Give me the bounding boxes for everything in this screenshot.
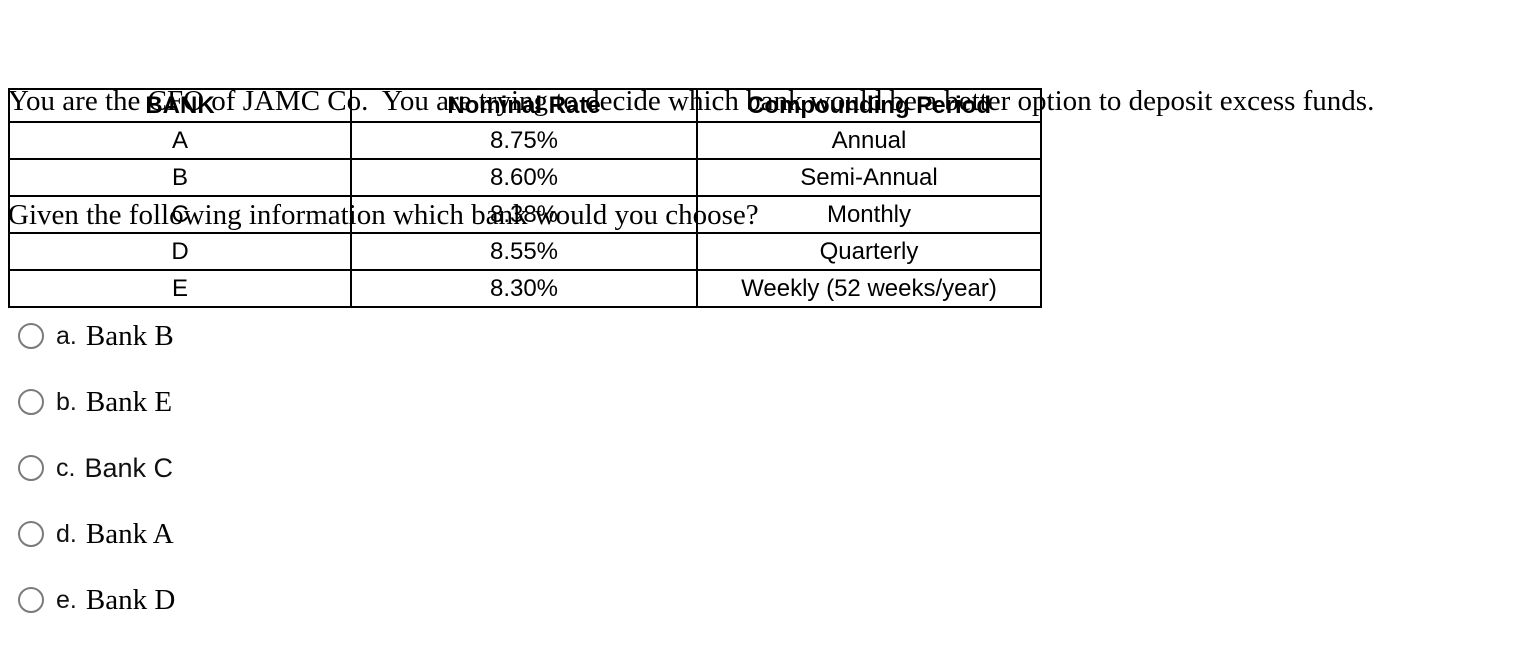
- cell-rate: 8.30%: [350, 269, 698, 308]
- answer-options: a. Bank B b. Bank E c. Bank C d. Bank A …: [18, 306, 175, 650]
- option-prefix-d: d.: [56, 519, 77, 548]
- cell-period: Monthly: [696, 195, 1042, 234]
- radio-button-b[interactable]: [18, 389, 44, 415]
- cell-rate: 8.55%: [350, 232, 698, 271]
- option-label-e: Bank D: [85, 583, 176, 616]
- cell-rate: 8.60%: [350, 158, 698, 197]
- cell-rate: 8.38%: [350, 195, 698, 234]
- radio-button-a[interactable]: [18, 323, 44, 349]
- table-header-bank: BANK: [8, 88, 352, 123]
- option-prefix-a: a.: [56, 321, 77, 350]
- cell-bank: A: [8, 121, 352, 160]
- cell-period: Quarterly: [696, 232, 1042, 271]
- answer-option-e[interactable]: e. Bank D: [18, 584, 175, 616]
- cell-bank: D: [8, 232, 352, 271]
- answer-option-a[interactable]: a. Bank B: [18, 320, 175, 352]
- cell-period: Annual: [696, 121, 1042, 160]
- option-prefix-c: c.: [56, 453, 76, 482]
- table-header-row: BANK Nominal Rate Compounding Period: [8, 88, 1042, 123]
- radio-button-d[interactable]: [18, 521, 44, 547]
- option-label-a: Bank B: [85, 319, 174, 352]
- cell-period: Weekly (52 weeks/year): [696, 269, 1042, 308]
- table-row-bank-d: D 8.55% Quarterly: [8, 232, 1042, 271]
- answer-option-d[interactable]: d. Bank A: [18, 518, 175, 550]
- cell-period: Semi-Annual: [696, 158, 1042, 197]
- answer-option-b[interactable]: b. Bank E: [18, 386, 175, 418]
- table-row-bank-e: E 8.30% Weekly (52 weeks/year): [8, 269, 1042, 308]
- radio-button-c[interactable]: [18, 455, 44, 481]
- radio-button-e[interactable]: [18, 587, 44, 613]
- table-row-bank-b: B 8.60% Semi-Annual: [8, 158, 1042, 197]
- cell-bank: B: [8, 158, 352, 197]
- table-header-compounding-period: Compounding Period: [696, 88, 1042, 123]
- table-header-nominal-rate: Nominal Rate: [350, 88, 698, 123]
- answer-option-c[interactable]: c. Bank C: [18, 452, 175, 484]
- option-label-c: Bank C: [84, 452, 173, 483]
- option-label-d: Bank A: [85, 517, 174, 550]
- table-row-bank-a: A 8.75% Annual: [8, 121, 1042, 160]
- option-prefix-b: b.: [56, 387, 77, 416]
- cell-bank: E: [8, 269, 352, 308]
- table-row-bank-c: C 8.38% Monthly: [8, 195, 1042, 234]
- option-prefix-e: e.: [56, 585, 77, 614]
- option-label-b: Bank E: [85, 385, 173, 418]
- cell-bank: C: [8, 195, 352, 234]
- cell-rate: 8.75%: [350, 121, 698, 160]
- bank-rates-table: BANK Nominal Rate Compounding Period A 8…: [8, 88, 1042, 308]
